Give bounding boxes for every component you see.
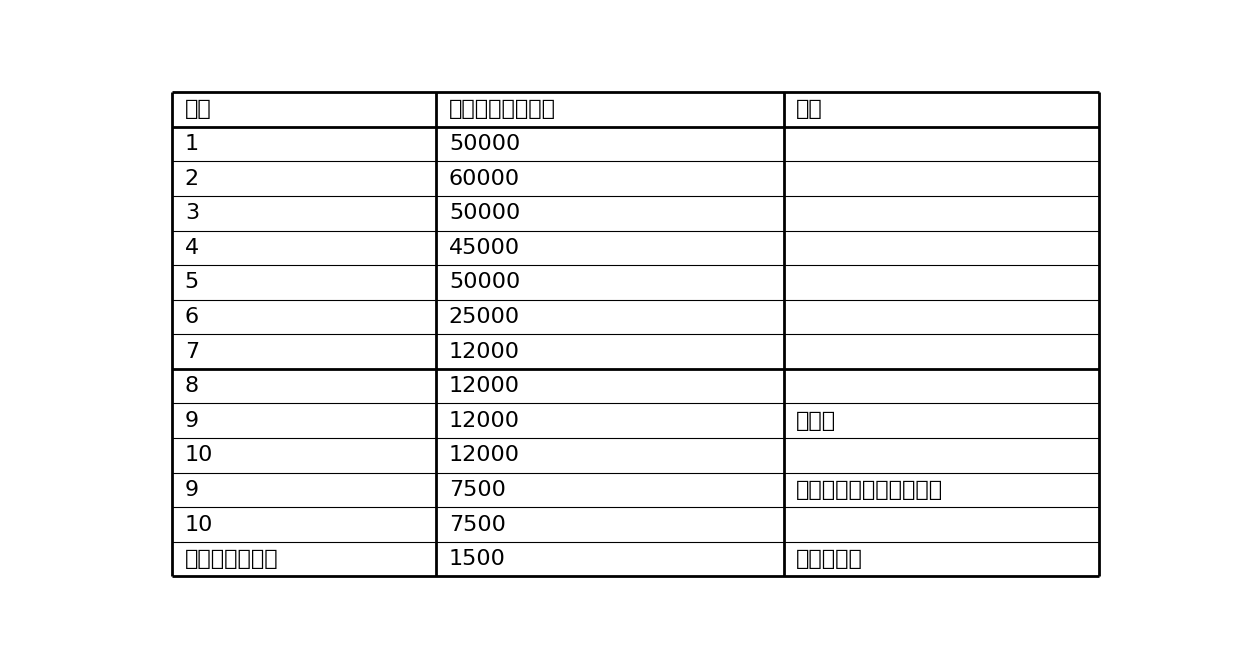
Text: 高速钢轧辊: 高速钢轧辊 (796, 549, 863, 569)
Bar (436, 507, 784, 542)
Text: 备注: 备注 (796, 99, 823, 119)
Text: 三切分、四切分、五切分: 三切分、四切分、五切分 (796, 480, 944, 500)
Bar (172, 473, 436, 507)
Bar (436, 542, 784, 577)
Bar (784, 542, 1099, 577)
Text: 4: 4 (185, 238, 198, 258)
Bar (436, 369, 784, 403)
Bar (436, 196, 784, 230)
Text: 12000: 12000 (449, 342, 520, 361)
Text: 7500: 7500 (449, 514, 506, 534)
Bar (784, 300, 1099, 334)
Text: 12000: 12000 (449, 446, 520, 465)
Bar (784, 265, 1099, 300)
Bar (172, 438, 436, 473)
Text: 12000: 12000 (449, 411, 520, 431)
Text: 1500: 1500 (449, 549, 506, 569)
Text: 10: 10 (185, 514, 213, 534)
Text: 7: 7 (185, 342, 198, 361)
Text: 二切分: 二切分 (796, 411, 836, 431)
Bar (784, 92, 1099, 126)
Text: 9: 9 (185, 480, 198, 500)
Bar (436, 265, 784, 300)
Bar (784, 196, 1099, 230)
Bar (172, 92, 436, 126)
Bar (784, 334, 1099, 369)
Text: 3: 3 (185, 203, 198, 223)
Text: 12000: 12000 (449, 376, 520, 396)
Text: 25000: 25000 (449, 307, 520, 327)
Bar (172, 403, 436, 438)
Bar (784, 507, 1099, 542)
Text: 成品及切分轧槽: 成品及切分轧槽 (185, 549, 279, 569)
Bar (784, 126, 1099, 162)
Bar (436, 438, 784, 473)
Text: 50000: 50000 (449, 203, 520, 223)
Text: 10: 10 (185, 446, 213, 465)
Text: 60000: 60000 (449, 169, 520, 189)
Bar (172, 507, 436, 542)
Bar (172, 334, 436, 369)
Bar (172, 265, 436, 300)
Text: 道次: 道次 (185, 99, 212, 119)
Bar (172, 230, 436, 265)
Text: 2: 2 (185, 169, 198, 189)
Text: 1: 1 (185, 134, 198, 154)
Text: 单槽过钢量（吨）: 单槽过钢量（吨） (449, 99, 556, 119)
Bar (436, 334, 784, 369)
Bar (784, 369, 1099, 403)
Bar (436, 300, 784, 334)
Bar (172, 369, 436, 403)
Bar (436, 162, 784, 196)
Text: 50000: 50000 (449, 273, 520, 293)
Bar (436, 92, 784, 126)
Bar (172, 126, 436, 162)
Bar (436, 473, 784, 507)
Text: 9: 9 (185, 411, 198, 431)
Bar (436, 126, 784, 162)
Text: 6: 6 (185, 307, 198, 327)
Bar (784, 162, 1099, 196)
Bar (784, 438, 1099, 473)
Bar (172, 162, 436, 196)
Text: 50000: 50000 (449, 134, 520, 154)
Bar (436, 230, 784, 265)
Bar (172, 542, 436, 577)
Bar (784, 473, 1099, 507)
Bar (784, 403, 1099, 438)
Bar (172, 196, 436, 230)
Bar (784, 230, 1099, 265)
Text: 5: 5 (185, 273, 200, 293)
Text: 8: 8 (185, 376, 198, 396)
Bar (436, 403, 784, 438)
Bar (172, 300, 436, 334)
Text: 45000: 45000 (449, 238, 520, 258)
Text: 7500: 7500 (449, 480, 506, 500)
